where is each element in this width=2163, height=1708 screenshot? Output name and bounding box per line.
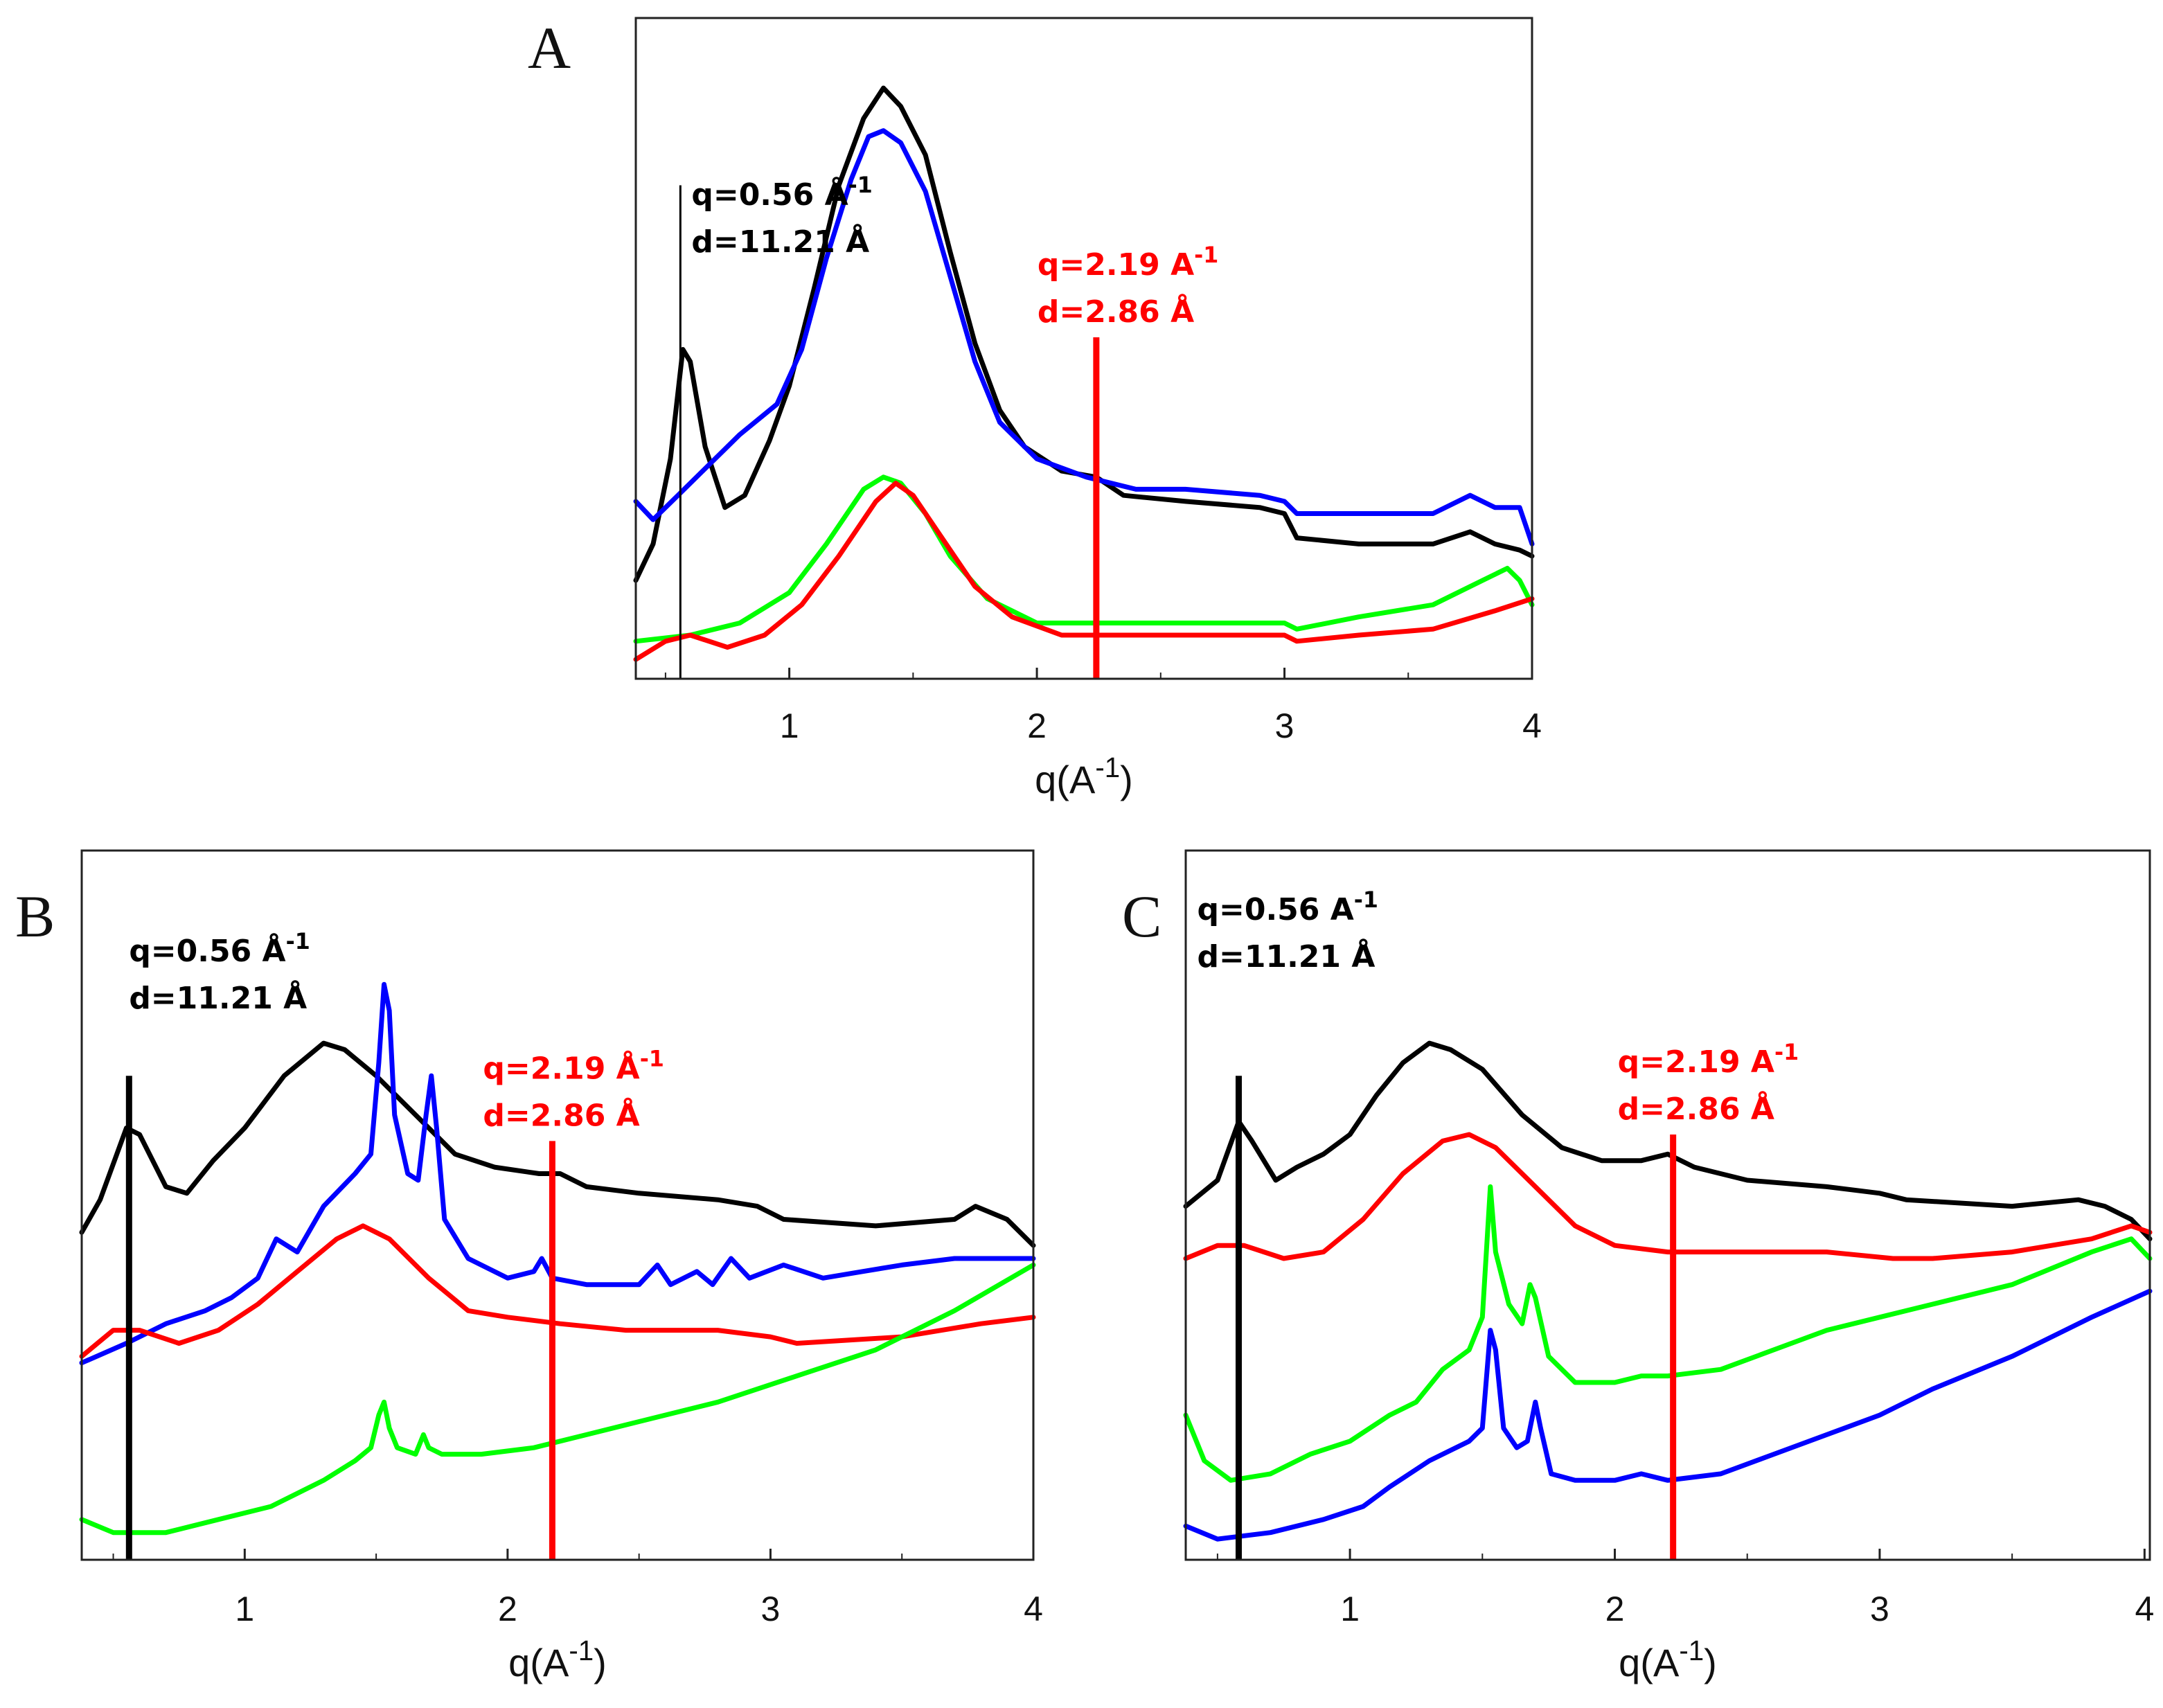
- panel-c: q=0.56 A-1 d=11.21 Å q=2.19 A-1 d=2.86 Å 1 2 3…: [1183, 849, 2154, 1684]
- series-black-line: [633, 85, 1535, 583]
- marker-label-q-red: q=2.19 Å-1: [483, 1047, 664, 1086]
- x-tick-label: 2: [498, 1590, 517, 1628]
- x-tick-label: 4: [2135, 1590, 2154, 1628]
- panel-b: q=0.56 Å-1 d=11.21 Å q=2.19 Å-1 d=2.86 Å 1 2 3…: [79, 849, 1043, 1684]
- marker-label-d-red: d=2.86 Å: [483, 1096, 639, 1133]
- panel-letter-c: C: [1122, 883, 1161, 950]
- series-green-line: [79, 1262, 1036, 1536]
- series-green-line: [633, 474, 1535, 644]
- series-green-line: [1183, 1184, 2153, 1483]
- marker-label-d-red: d=2.86 Å: [1618, 1090, 1774, 1127]
- series-blue-line: [79, 981, 1036, 1366]
- marker-label-q-black: q=0.56 Å-1: [691, 173, 872, 213]
- x-tick-label: 4: [1024, 1590, 1043, 1628]
- series-black-line: [1183, 1040, 2153, 1242]
- plot-frame: [634, 17, 1533, 680]
- x-tick-label: 2: [1605, 1590, 1625, 1628]
- x-tick-label: 3: [761, 1590, 781, 1628]
- panel-a: q=0.56 Å-1 d=11.21 Å q=2.19 A-1 d=2.86 Å 1 2 3…: [633, 17, 1542, 801]
- panel-letter-a: A: [528, 15, 571, 81]
- x-tick-label: 1: [780, 706, 799, 745]
- x-tick-label: 3: [1870, 1590, 1889, 1628]
- x-axis-label: q(A-1): [1619, 1635, 1717, 1684]
- marker-label-d-red: d=2.86 Å: [1038, 293, 1194, 330]
- marker-label-d-black: d=11.21 Å: [691, 223, 869, 260]
- series-red-line: [633, 481, 1535, 662]
- marker-label-d-black: d=11.21 Å: [129, 979, 307, 1016]
- plot-frame: [1184, 849, 2151, 1561]
- marker-label-d-black: d=11.21 Å: [1197, 938, 1375, 975]
- x-tick-label: 3: [1275, 706, 1294, 745]
- panel-letter-b: B: [15, 883, 55, 950]
- series-blue-line: [1183, 1288, 2153, 1542]
- x-tick-label: 2: [1027, 706, 1047, 745]
- x-tick-label: 1: [235, 1590, 254, 1628]
- series-black-line: [79, 1040, 1036, 1248]
- series-red-line: [1183, 1132, 2153, 1261]
- x-axis-label: q(A-1): [1035, 751, 1133, 801]
- marker-label-q-black: q=0.56 A-1: [1197, 888, 1378, 927]
- series-red-line: [79, 1223, 1036, 1359]
- x-tick-label: 4: [1522, 706, 1542, 745]
- series-blue-line: [633, 128, 1535, 546]
- marker-label-q-red: q=2.19 A-1: [1038, 243, 1218, 283]
- x-tick-label: 1: [1340, 1590, 1360, 1628]
- marker-label-q-red: q=2.19 A-1: [1618, 1040, 1799, 1080]
- x-axis-label: q(A-1): [508, 1635, 607, 1684]
- plot-frame: [80, 849, 1035, 1561]
- marker-label-q-black: q=0.56 Å-1: [129, 929, 310, 969]
